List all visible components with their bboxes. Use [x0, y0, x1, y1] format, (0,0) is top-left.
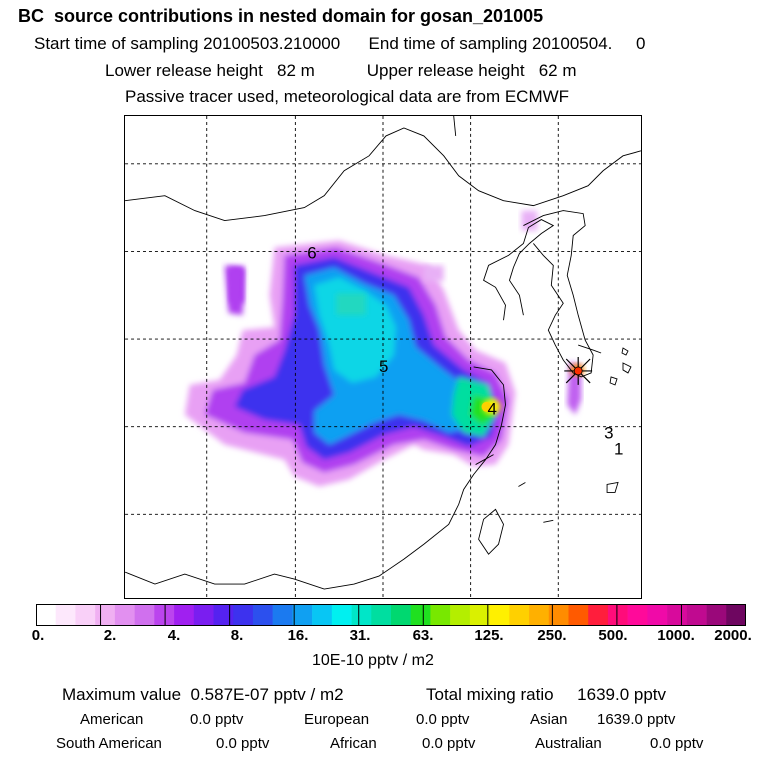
colorbar-swatch [273, 604, 293, 626]
colorbar-swatch [608, 604, 628, 626]
colorbar-tick: 63. [413, 627, 434, 644]
station-marker-icon [564, 357, 592, 385]
colorbar-tick: 125. [474, 627, 503, 644]
region-name: Australian [535, 735, 602, 752]
colorbar-tick: 2000. [714, 627, 752, 644]
region-value: 0.0 pptv [216, 735, 269, 752]
color-scale-bar [36, 604, 746, 626]
colorbar-swatch [135, 604, 155, 626]
trajectory-label-1: 1 [614, 440, 623, 459]
colorbar-swatch [36, 604, 56, 626]
region-value: 0.0 pptv [422, 735, 475, 752]
colorbar-tick: 16. [288, 627, 309, 644]
colorbar-swatch [411, 604, 431, 626]
colorbar-swatch [726, 604, 746, 626]
colorbar-swatch [569, 604, 589, 626]
colorbar-swatch [332, 604, 352, 626]
trajectory-label-6: 6 [307, 243, 316, 262]
colorbar-tick: 31. [350, 627, 371, 644]
colorbar-tick: 500. [598, 627, 627, 644]
region-name: African [330, 735, 377, 752]
tracer-info-line: Passive tracer used, meteorological data… [125, 87, 569, 107]
region-name: Asian [530, 711, 568, 728]
colorbar-swatch [509, 604, 529, 626]
colorbar-swatch [391, 604, 411, 626]
region-name: South American [56, 735, 162, 752]
colorbar-tick: 2. [104, 627, 117, 644]
colorbar-swatch [667, 604, 687, 626]
plot-title: BC source contributions in nested domain… [18, 6, 543, 27]
region-value: 0.0 pptv [190, 711, 243, 728]
colorbar-swatch [292, 604, 312, 626]
colorbar-swatch [312, 604, 332, 626]
trajectory-label-3: 3 [604, 424, 613, 443]
colorbar-swatch [470, 604, 490, 626]
sampling-time-line: Start time of sampling 20100503.210000 E… [34, 34, 645, 54]
colorbar-swatch [529, 604, 549, 626]
colorbar-swatch [707, 604, 727, 626]
colorbar-tick: 4. [168, 627, 181, 644]
trajectory-label-5: 5 [379, 357, 388, 376]
colorbar-swatch [56, 604, 76, 626]
colorbar-unit: 10E-10 pptv / m2 [312, 652, 434, 670]
colorbar-swatch [253, 604, 273, 626]
colorbar-swatch [233, 604, 253, 626]
colorbar-tick: 250. [537, 627, 566, 644]
colorbar-swatch [371, 604, 391, 626]
region-value: 1639.0 pptv [597, 711, 675, 728]
colorbar-swatch [430, 604, 450, 626]
colorbar-swatch [174, 604, 194, 626]
region-value: 0.0 pptv [650, 735, 703, 752]
colorbar-swatch [490, 604, 510, 626]
colorbar-swatch [588, 604, 608, 626]
colorbar-swatch [628, 604, 648, 626]
trajectory-label-4: 4 [488, 400, 497, 419]
colorbar-swatch [95, 604, 115, 626]
max-value: Maximum value 0.587E-07 pptv / m2 [62, 685, 344, 705]
colorbar-swatch [214, 604, 234, 626]
release-height-line: Lower release height 82 m Upper release … [105, 61, 577, 81]
colorbar-swatch [115, 604, 135, 626]
colorbar-tick: 8. [231, 627, 244, 644]
colorbar-tick: 0. [32, 627, 45, 644]
total-mixing-ratio: Total mixing ratio 1639.0 pptv [426, 685, 666, 705]
colorbar-swatch [194, 604, 214, 626]
source-contribution-map: 6 5 4 3 1 [124, 115, 642, 599]
colorbar-swatch [687, 604, 707, 626]
region-name: European [304, 711, 369, 728]
colorbar-swatch [549, 604, 569, 626]
region-name: American [80, 711, 143, 728]
colorbar-swatch [450, 604, 470, 626]
region-value: 0.0 pptv [416, 711, 469, 728]
colorbar-swatch [75, 604, 95, 626]
colorbar-swatch [352, 604, 372, 626]
colorbar-swatch [154, 604, 174, 626]
colorbar-swatch [647, 604, 667, 626]
colorbar-tick: 1000. [657, 627, 695, 644]
